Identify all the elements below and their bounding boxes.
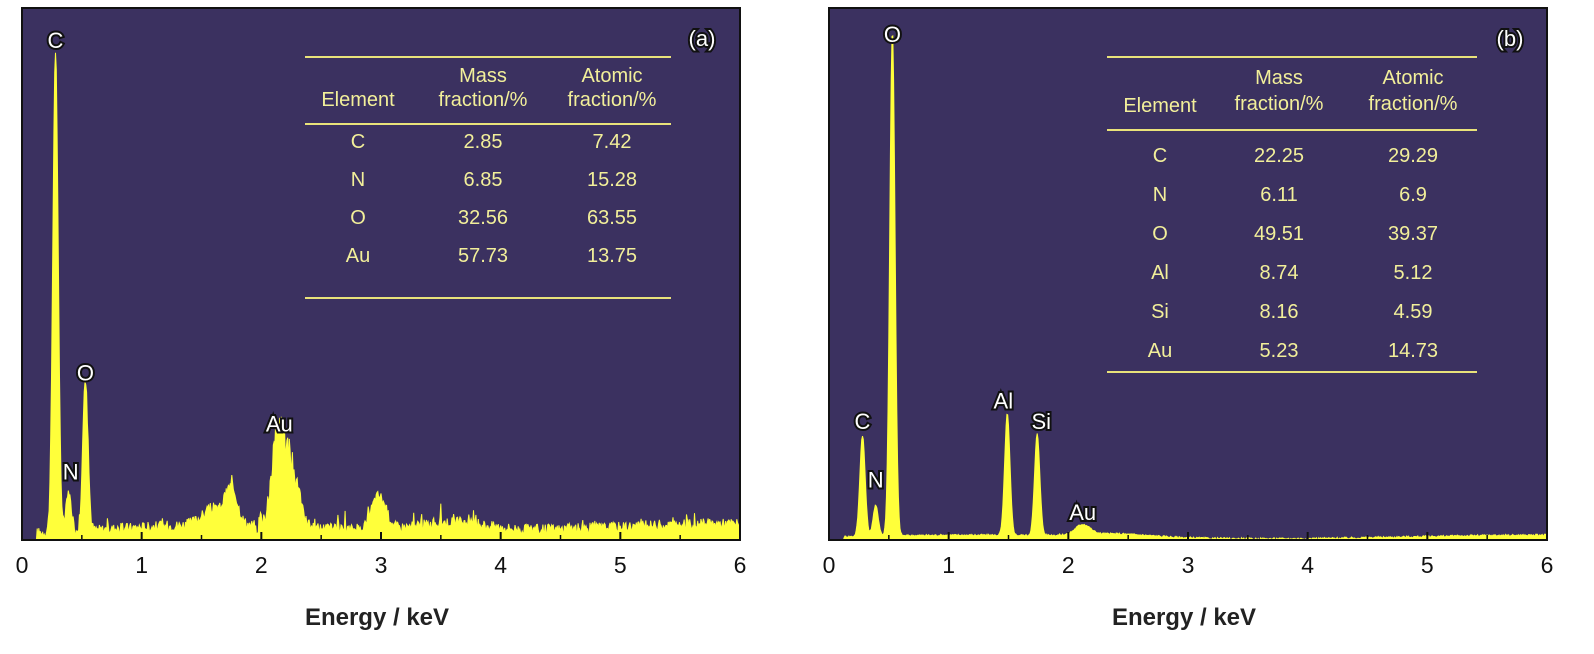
x-tick-label: 0 xyxy=(823,552,836,578)
table-cell: N xyxy=(351,169,365,191)
table-cell: 5.23 xyxy=(1260,340,1299,362)
table-cell: 57.73 xyxy=(458,245,508,267)
table-cell: 13.75 xyxy=(587,245,637,267)
table-header: Mass xyxy=(459,65,507,87)
peak-label-n: N xyxy=(868,468,884,493)
x-tick-label: 0 xyxy=(16,552,29,578)
peak-label-c: C xyxy=(855,409,871,434)
table-header: Atomic xyxy=(1382,67,1443,89)
eds-panel-b: 0 1 2 3 4 5 6 Energy / keV (b) C N O Al Si Au Element Ma… xyxy=(810,0,1594,654)
table-cell: O xyxy=(350,207,366,229)
table-cell: 14.73 xyxy=(1388,340,1438,362)
table-header: Atomic xyxy=(581,65,642,87)
table-cell: 22.25 xyxy=(1254,145,1304,167)
table-cell: Si xyxy=(1151,301,1169,323)
x-tick-label: 1 xyxy=(135,552,148,578)
table-header: fraction/% xyxy=(1235,93,1324,115)
table-cell: 6.85 xyxy=(464,169,503,191)
table-header: Element xyxy=(321,89,395,111)
table-cell: Al xyxy=(1151,262,1169,284)
x-tick-label: 5 xyxy=(614,552,627,578)
x-tick-label: 3 xyxy=(1182,552,1195,578)
x-tick-label: 2 xyxy=(1062,552,1075,578)
eds-panel-a: 0 1 2 3 4 5 6 Energy / keV (a) C N O Au Element Mass fr… xyxy=(0,0,790,654)
table-cell: 49.51 xyxy=(1254,223,1304,245)
peak-label-o: O xyxy=(77,361,94,386)
table-cell: 4.59 xyxy=(1394,301,1433,323)
peak-label-au: Au xyxy=(1069,500,1096,525)
table-cell: C xyxy=(1153,145,1167,167)
table-cell: 6.9 xyxy=(1399,184,1427,206)
panel-label: (b) xyxy=(1497,26,1524,51)
x-axis-title: Energy / keV xyxy=(1112,604,1256,631)
plot-area xyxy=(21,7,741,541)
x-tick-label: 1 xyxy=(942,552,955,578)
table-cell: 7.42 xyxy=(593,131,632,153)
table-cell: Au xyxy=(346,245,370,267)
table-header: fraction/% xyxy=(568,89,657,111)
table-cell: 8.16 xyxy=(1260,301,1299,323)
plot-area xyxy=(828,7,1548,541)
peak-label-n: N xyxy=(63,459,79,484)
x-tick-label: 6 xyxy=(734,552,747,578)
x-axis-title: Energy / keV xyxy=(305,604,449,631)
panel-label: (a) xyxy=(689,26,716,51)
x-tick-label: 4 xyxy=(1301,552,1314,578)
spectrum-series xyxy=(22,52,741,541)
table-cell: 6.11 xyxy=(1260,184,1297,206)
table-cell: Au xyxy=(1148,340,1172,362)
table-header: Element xyxy=(1123,95,1197,117)
peak-label-c: C xyxy=(48,28,64,53)
table-cell: 63.55 xyxy=(587,207,637,229)
table-header: fraction/% xyxy=(1369,93,1458,115)
x-tick-label: 6 xyxy=(1541,552,1554,578)
table-cell: C xyxy=(351,131,365,153)
table-cell: 8.74 xyxy=(1260,262,1299,284)
x-tick-label: 4 xyxy=(494,552,507,578)
x-tick-label: 2 xyxy=(255,552,268,578)
table-cell: 29.29 xyxy=(1388,145,1438,167)
table-cell: N xyxy=(1153,184,1167,206)
table-cell: 39.37 xyxy=(1388,223,1438,245)
table-cell: 5.12 xyxy=(1394,262,1433,284)
table-cell: 2.85 xyxy=(464,131,503,153)
x-tick-label: 3 xyxy=(375,552,388,578)
peak-label-si: Si xyxy=(1031,409,1051,434)
peak-label-al: Al xyxy=(994,389,1014,414)
peak-label-o: O xyxy=(884,22,901,47)
table-header: Mass xyxy=(1255,67,1303,89)
table-cell: 32.56 xyxy=(458,207,508,229)
peak-label-au: Au xyxy=(266,412,293,437)
table-header: fraction/% xyxy=(439,89,528,111)
x-tick-label: 5 xyxy=(1421,552,1434,578)
table-cell: O xyxy=(1152,223,1168,245)
table-cell: 15.28 xyxy=(587,169,637,191)
